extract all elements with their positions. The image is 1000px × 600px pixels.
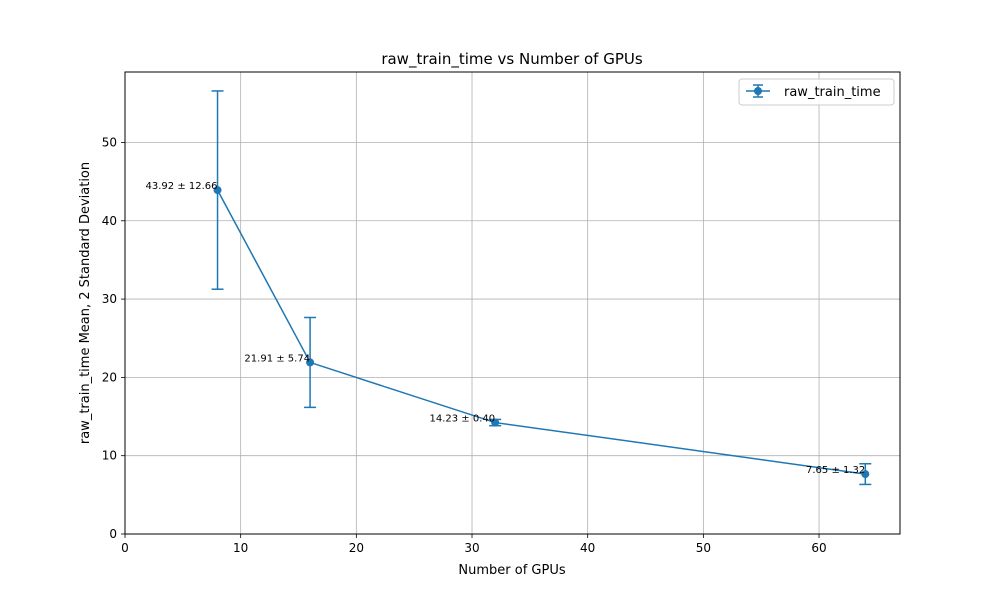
series-group: 43.92 ± 12.66 21.91 ± 5.74 14.23 ± 0.40 7.6… bbox=[146, 90, 872, 486]
y-tick-label: 30 bbox=[102, 292, 117, 306]
x-tick-label: 30 bbox=[464, 541, 479, 555]
x-tick-label: 50 bbox=[696, 541, 711, 555]
y-tick-label: 20 bbox=[102, 370, 117, 384]
data-point bbox=[213, 186, 222, 195]
chart-title: raw_train_time vs Number of GPUs bbox=[381, 50, 643, 69]
y-tick-label: 50 bbox=[102, 135, 117, 149]
x-axis-ticks: 0 10 20 30 40 50 60 bbox=[121, 534, 827, 555]
legend: raw_train_time bbox=[738, 78, 895, 106]
data-label: 43.92 ± 12.66 bbox=[146, 181, 218, 192]
y-tick-label: 40 bbox=[102, 214, 117, 228]
data-label: 7.65 ± 1.32 bbox=[806, 465, 865, 476]
series-line bbox=[216, 189, 866, 475]
legend-frame bbox=[738, 78, 895, 106]
x-tick-label: 0 bbox=[121, 541, 129, 555]
legend-point-marker bbox=[754, 87, 762, 95]
y-tick-label: 0 bbox=[109, 527, 117, 541]
legend-label: raw_train_time bbox=[784, 85, 881, 100]
y-tick-label: 10 bbox=[102, 449, 117, 463]
data-point bbox=[491, 418, 500, 427]
data-label: 14.23 ± 0.40 bbox=[430, 414, 496, 425]
y-axis-ticks: 0 10 20 30 40 50 bbox=[102, 135, 125, 541]
plot-frame bbox=[124, 71, 901, 535]
data-point bbox=[861, 470, 870, 479]
x-tick-label: 40 bbox=[580, 541, 595, 555]
x-tick-label: 20 bbox=[349, 541, 364, 555]
x-axis-label: Number of GPUs bbox=[458, 563, 565, 578]
y-axis-label: raw_train_time Mean, 2 Standard Deviatio… bbox=[78, 162, 93, 444]
grid bbox=[124, 72, 900, 535]
x-tick-label: 60 bbox=[811, 541, 826, 555]
data-point bbox=[306, 358, 315, 367]
data-label: 21.91 ± 5.74 bbox=[244, 353, 310, 364]
x-tick-label: 10 bbox=[233, 541, 248, 555]
